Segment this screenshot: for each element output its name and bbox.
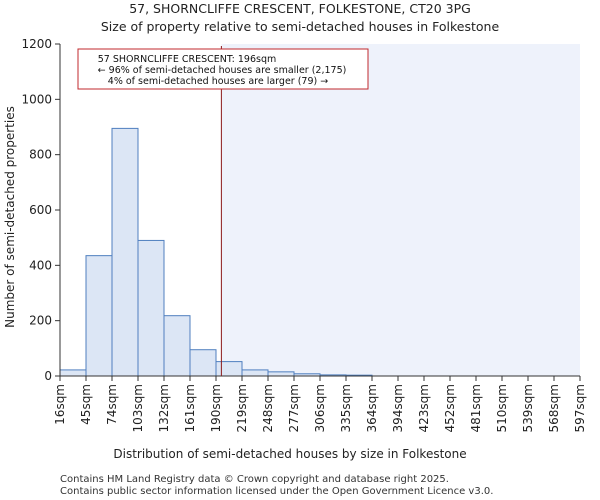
x-tick-label: 394sqm <box>391 384 405 432</box>
x-tick-label: 103sqm <box>131 384 145 432</box>
x-tick-label: 74sqm <box>105 384 119 425</box>
bars-group <box>59 127 373 377</box>
x-tick-label: 568sqm <box>547 384 561 432</box>
x-tick-label: 510sqm <box>495 384 509 432</box>
x-ticks: 16sqm 45sqm 74sqm 103sqm 132sqm 161sqm 190sqm 2… <box>53 376 587 432</box>
y-tick-label: 1200 <box>21 37 52 51</box>
bar-132sqm <box>163 315 191 377</box>
x-tick-label: 539sqm <box>521 384 535 432</box>
bar-45sqm <box>85 255 113 377</box>
x-axis-label: Distribution of semi-detached houses by … <box>113 447 466 461</box>
x-tick-label: 132sqm <box>157 384 171 432</box>
y-tick-label: 1000 <box>21 92 52 106</box>
x-tick-label: 423sqm <box>417 384 431 432</box>
chart-title: 57, SHORNCLIFFE CRESCENT, FOLKESTONE, CT… <box>129 1 471 16</box>
bar-248sqm <box>267 371 295 377</box>
chart-subtitle: Size of property relative to semi-detach… <box>101 19 500 34</box>
x-tick-label: 219sqm <box>235 384 249 432</box>
y-tick-label: 200 <box>29 314 52 328</box>
bar-219sqm <box>241 369 269 377</box>
x-tick-label: 481sqm <box>469 384 483 432</box>
x-tick-label: 306sqm <box>313 384 327 432</box>
x-tick-label: 277sqm <box>287 384 301 432</box>
y-tick-label: 400 <box>29 258 52 272</box>
x-tick-label: 16sqm <box>53 384 67 425</box>
y-tick-label: 0 <box>44 369 52 383</box>
x-tick-label: 248sqm <box>261 384 275 432</box>
annotation-box: 57 SHORNCLIFFE CRESCENT: 196sqm ← 96% of… <box>77 48 369 90</box>
x-tick-label: 364sqm <box>365 384 379 432</box>
x-tick-label: 335sqm <box>339 384 353 432</box>
x-tick-label: 597sqm <box>573 384 587 432</box>
y-tick-label: 600 <box>29 203 52 217</box>
annotation-smaller: ← 96% of semi-detached houses are smalle… <box>98 65 347 76</box>
y-ticks: 0 200 400 600 800 1000 1200 <box>21 37 60 383</box>
x-tick-label: 452sqm <box>443 384 457 432</box>
bar-190sqm <box>215 361 243 377</box>
x-tick-label: 161sqm <box>183 384 197 432</box>
annotation-larger: 4% of semi-detached houses are larger (7… <box>108 76 328 87</box>
y-tick-label: 800 <box>29 148 52 162</box>
x-tick-label: 45sqm <box>79 384 93 425</box>
y-axis-label: Number of semi-detached properties <box>3 106 17 328</box>
bar-103sqm <box>137 239 165 377</box>
bar-16sqm <box>59 369 87 377</box>
bar-161sqm <box>189 349 217 377</box>
highlight-region <box>221 44 580 376</box>
footer-line-1: Contains HM Land Registry data © Crown c… <box>60 474 449 485</box>
footer-line-2: Contains public sector information licen… <box>60 486 493 497</box>
x-tick-label: 190sqm <box>209 384 223 432</box>
bar-74sqm <box>111 127 139 377</box>
annotation-title: 57 SHORNCLIFFE CRESCENT: 196sqm <box>98 54 277 65</box>
